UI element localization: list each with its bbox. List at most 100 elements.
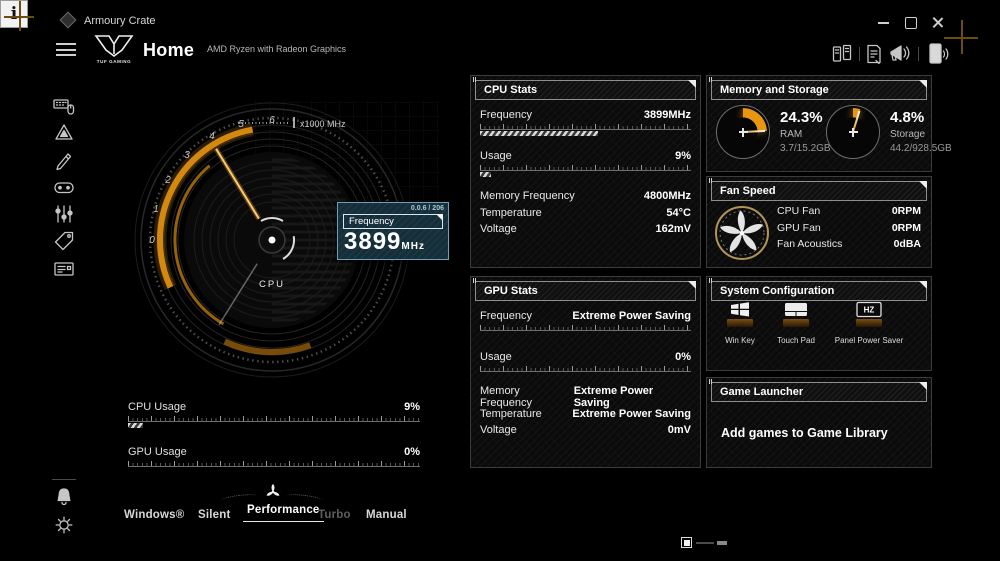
system-config-panel: System Configuration Win Key Touch Pad H… (706, 276, 932, 371)
meter-value: 0% (675, 351, 691, 363)
megaphone-icon[interactable] (888, 42, 912, 64)
sidebar-item-news[interactable] (53, 258, 75, 280)
notifications-bell-icon[interactable] (53, 486, 75, 508)
cpu-usage-meter: CPU Usage 9% (128, 401, 420, 428)
mode-tab-turbo[interactable]: Turbo (318, 509, 351, 521)
storage-gauge-text: 4.8% Storage 44.2/928.5GB (890, 109, 952, 154)
stat-label: Memory Frequency (480, 385, 532, 410)
storage-detail: 44.2/928.5GB (890, 143, 952, 154)
cpu-frequency-meter: Frequency 3899MHz (480, 109, 691, 136)
mode-tab-manual[interactable]: Manual (366, 509, 407, 521)
stat-label: Memory Frequency (480, 190, 575, 203)
meter-label: Frequency (480, 310, 532, 322)
performance-fan-icon (264, 483, 282, 501)
menu-hamburger-icon[interactable] (56, 43, 76, 58)
crosshair-decoration (944, 20, 978, 54)
dotted-arc-decoration (286, 492, 324, 504)
slider-track (696, 541, 714, 544)
restore-button[interactable] (902, 14, 920, 30)
add-games-link[interactable]: Add games to Game Library (721, 426, 888, 440)
tuf-gaming-logo: TUF GAMING (92, 34, 136, 68)
hz-badge-icon: HZ (856, 301, 882, 318)
meter-value: 3899MHz (643, 109, 691, 121)
stat-row: Temperature 54°C (480, 205, 691, 222)
sidebar-item-game-library[interactable] (53, 176, 75, 198)
gpu-usage-label: GPU Usage (128, 446, 187, 458)
cpu-usage-value: 9% (404, 401, 420, 413)
ram-detail: 3.7/15.2GB (780, 143, 831, 154)
gpu-usage-meter-panel: Usage 0% (480, 351, 691, 378)
ram-gauge-text: 24.3% RAM 3.7/15.2GB (780, 109, 831, 154)
gauge-tick-6: 6 (269, 115, 275, 126)
fan-speed-panel: Fan Speed CPU Fan 0RPM GPU Fan 0RPM Fan Ac… (706, 176, 932, 268)
gauge-tick-2: 2 (164, 175, 171, 186)
fan-rows: CPU Fan 0RPM GPU Fan 0RPM Fan Acoustics 0dB… (777, 203, 921, 253)
crosshair-decoration (4, 1, 34, 31)
ruler (128, 461, 420, 467)
stat-label: Voltage (480, 223, 517, 236)
mode-tab-silent[interactable]: Silent (198, 509, 231, 521)
stat-row: Voltage 0mV (480, 422, 691, 439)
storage-gauge (826, 105, 880, 159)
tooltip-meta: 0.0.6 / 206 (410, 205, 444, 212)
system-config-header: System Configuration (709, 278, 927, 301)
meter-value: 9% (675, 150, 691, 162)
touchpad-icon (785, 303, 807, 316)
slider-end (717, 540, 727, 545)
ram-percent: 24.3% (780, 109, 823, 126)
settings-gear-icon[interactable] (53, 514, 75, 536)
panel-power-saver-label: Panel Power Saver (834, 336, 904, 345)
devices-grid-icon[interactable] (832, 44, 856, 66)
stat-label: Voltage (480, 424, 517, 437)
gpu-usage-value: 0% (404, 446, 420, 458)
stat-value: Extreme Power Saving (572, 407, 691, 420)
frequency-tooltip: 0.0.6 / 206 Frequency 3899MHz (337, 202, 449, 260)
fan-label: GPU Fan (777, 221, 821, 234)
stat-row: Voltage 162mV (480, 221, 691, 238)
pedestal-decoration (856, 319, 882, 327)
mode-tab-performance[interactable]: Performance (243, 504, 324, 522)
touch-pad-label: Touch Pad (777, 336, 815, 345)
sidebar-item-scenario-profiles[interactable] (53, 203, 75, 225)
fan-icon (713, 204, 771, 262)
stat-row: Memory Frequency 4800MHz (480, 188, 691, 205)
fan-row: CPU Fan 0RPM (777, 203, 921, 220)
info-icon: i (10, 3, 18, 24)
gauge-tick-5: 5 (238, 119, 244, 130)
touch-pad-toggle[interactable]: Touch Pad (769, 301, 823, 345)
stat-label: Temperature (480, 407, 542, 420)
dotted-arc-decoration (220, 492, 258, 504)
win-key-toggle[interactable]: Win Key (713, 301, 767, 345)
mode-tab-windows[interactable]: Windows® (124, 509, 185, 521)
panel-power-saver-toggle[interactable]: HZ Panel Power Saver (829, 301, 909, 345)
page-subtitle: AMD Ryzen with Radeon Graphics (207, 44, 347, 54)
cpu-usage-label: CPU Usage (128, 401, 187, 413)
bottom-slider[interactable] (681, 537, 727, 548)
gauge-tick-4: 4 (209, 131, 215, 142)
sidebar-item-macro[interactable] (53, 149, 75, 171)
fan-row: Fan Acoustics 0dBA (777, 236, 921, 253)
titlebar: Armoury Crate (0, 0, 1000, 34)
game-launcher-panel: Game Launcher Add games to Game Library (706, 377, 932, 468)
slider-handle[interactable] (681, 537, 692, 548)
sidebar-item-home-info[interactable]: i (0, 0, 28, 28)
sidebar-item-deals[interactable] (53, 230, 75, 252)
storage-label: Storage (890, 129, 926, 140)
minimize-button[interactable] (875, 14, 893, 30)
meter-label: Frequency (480, 109, 532, 121)
news-doc-icon[interactable] (864, 44, 888, 66)
stat-value: 0mV (667, 424, 691, 437)
fan-label: Fan Acoustics (777, 238, 843, 251)
sidebar-item-aura-sync[interactable] (53, 122, 75, 144)
page-title: Home (143, 40, 195, 60)
meter-label: Usage (480, 150, 512, 162)
fan-label: CPU Fan (777, 205, 821, 218)
stat-value: Extreme Power Saving (573, 385, 654, 410)
mobile-link-icon[interactable] (926, 42, 950, 64)
stat-value: 162mV (655, 223, 691, 236)
sidebar-item-devices[interactable] (53, 95, 75, 117)
plus-icon (852, 127, 854, 137)
svg-text:HZ: HZ (864, 306, 875, 315)
cpu-stats-header: CPU Stats (473, 77, 696, 100)
fan-value: 0dBA (893, 238, 921, 251)
